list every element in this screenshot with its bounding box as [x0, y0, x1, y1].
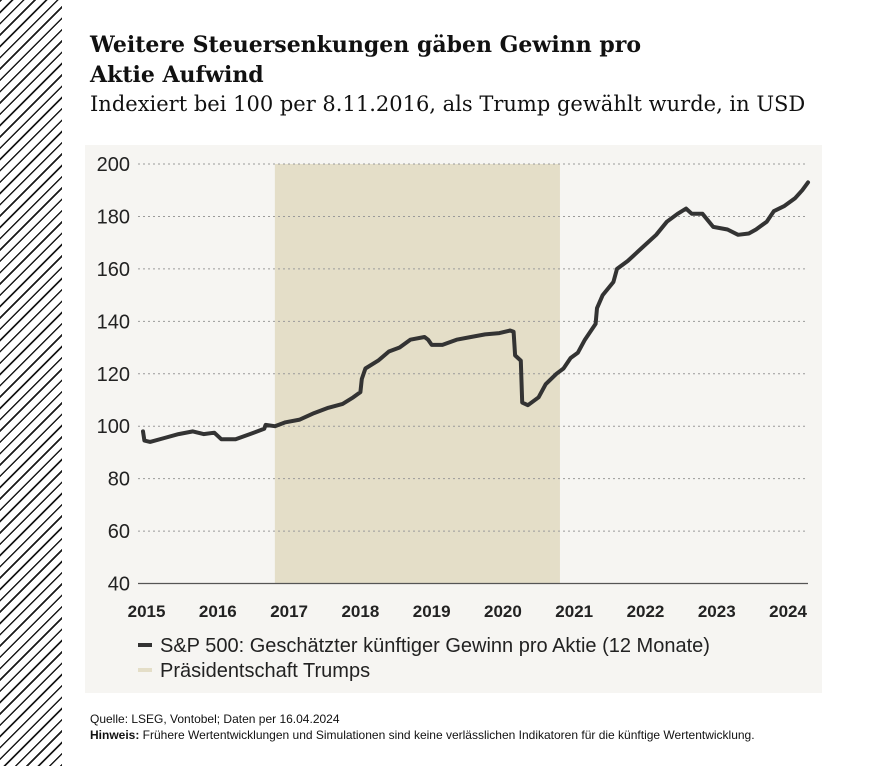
y-tick-label: 100	[97, 416, 130, 438]
x-tick-label: 2024	[769, 602, 807, 621]
x-tick-label: 2023	[698, 602, 736, 621]
gridlines	[138, 163, 808, 532]
disclaimer-note: Hinweis: Frühere Wertentwicklungen und S…	[90, 728, 755, 742]
x-tick-label: 2016	[199, 602, 237, 621]
chart-title-line-2: Aktie Aufwind	[90, 62, 264, 88]
legend-label-series: S&P 500: Geschätzter künftiger Gewinn pr…	[160, 635, 710, 657]
legend: S&P 500: Geschätzter künftiger Gewinn pr…	[138, 635, 710, 682]
y-tick-label: 60	[108, 521, 130, 543]
y-tick-label: 180	[97, 206, 130, 228]
x-tick-label: 2019	[413, 602, 451, 621]
presidency-shaded-band	[274, 164, 560, 584]
x-tick-label: 2020	[484, 602, 522, 621]
y-tick-label: 140	[97, 311, 130, 333]
x-tick-label: 2018	[341, 602, 379, 621]
legend-swatch-series	[138, 643, 152, 647]
y-tick-label: 40	[108, 574, 130, 596]
x-tick-labels: 2015 2016 2017 2018 2019 2020 2021 2022 2023 2024	[128, 602, 808, 621]
y-tick-label: 80	[108, 469, 130, 491]
chart-title: Weitere Steuersenkungen gäben Gewinn pro…	[90, 30, 830, 90]
chart-subtitle: Indexiert bei 100 per 8.11.2016, als Tru…	[90, 92, 806, 116]
legend-swatch-shade	[138, 668, 152, 672]
disclaimer-label: Hinweis:	[90, 728, 140, 742]
hatched-side-border	[0, 0, 62, 766]
disclaimer-text: Frühere Wertentwicklungen und Simulation…	[139, 728, 755, 742]
x-tick-label: 2022	[627, 602, 665, 621]
source-note: Quelle: LSEG, Vontobel; Daten per 16.04.…	[90, 712, 340, 726]
y-tick-labels: 40 60 80 100 120 140 160 180 200	[97, 154, 130, 596]
legend-label-shade: Präsidentschaft Trumps	[160, 660, 370, 682]
y-tick-label: 200	[97, 154, 130, 176]
x-tick-label: 2017	[270, 602, 308, 621]
x-tick-label: 2021	[555, 602, 593, 621]
y-tick-label: 160	[97, 259, 130, 281]
x-tick-label: 2015	[128, 602, 166, 621]
series-line-eps-estimate	[141, 180, 810, 444]
y-tick-label: 120	[97, 364, 130, 386]
chart-title-line-1: Weitere Steuersenkungen gäben Gewinn pro	[90, 32, 641, 58]
